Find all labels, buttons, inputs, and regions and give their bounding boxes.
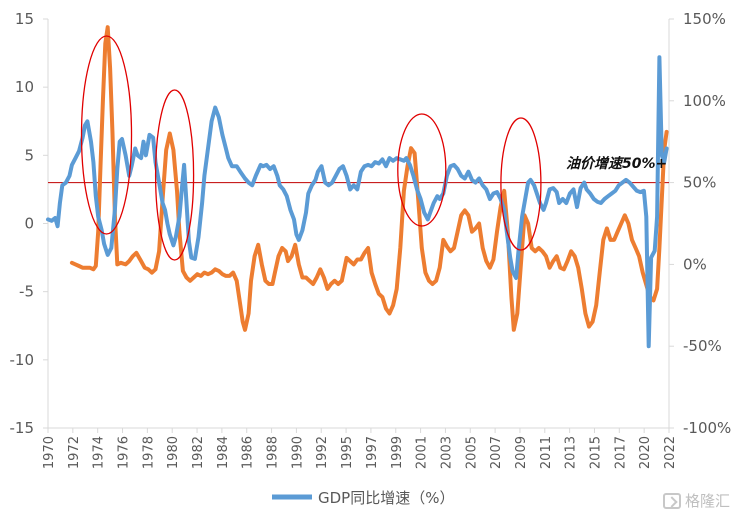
x-tick-label: 1976 xyxy=(117,436,132,469)
gdp-growth-line xyxy=(46,55,669,349)
highlight-ellipse xyxy=(154,89,195,261)
x-tick-label: 1990 xyxy=(290,436,305,469)
highlight-circles xyxy=(80,35,542,261)
right-tick-label: 0% xyxy=(683,255,707,273)
right-axis-ticks: 150% 100% 50% 0% -50% -100% xyxy=(669,10,731,437)
watermark: 格隆汇 xyxy=(662,490,730,511)
x-tick-label: 1978 xyxy=(141,436,156,469)
x-axis-ticks: 1970 1972 1974 1976 1978 1980 1982 1984 1986 1988… xyxy=(42,428,678,469)
x-tick-label: 1970 xyxy=(42,436,57,469)
x-tick-label: 2001 xyxy=(415,436,430,469)
x-tick-label: 1984 xyxy=(216,436,231,469)
x-tick-label: 2011 xyxy=(539,436,554,469)
oil-price-growth-line xyxy=(69,25,669,332)
left-tick-label: 5 xyxy=(24,146,34,164)
left-axis-ticks: 15 10 5 0 -5 -10 -15 xyxy=(10,10,48,437)
left-tick-label: 10 xyxy=(15,78,34,96)
x-tick-label: 2009 xyxy=(514,436,529,469)
x-tick-label: 1974 xyxy=(92,436,107,469)
legend: GDP同比增速（%） xyxy=(272,489,454,507)
x-tick-label: 1988 xyxy=(266,436,281,469)
watermark-text: 格隆汇 xyxy=(684,492,730,510)
x-tick-label: 1982 xyxy=(191,436,206,469)
x-tick-label: 2017 xyxy=(613,436,628,469)
x-tick-label: 2005 xyxy=(464,436,479,469)
x-tick-label: 2013 xyxy=(564,436,579,469)
right-tick-label: -100% xyxy=(683,419,731,437)
left-tick-label: 15 xyxy=(15,10,34,28)
x-tick-label: 2003 xyxy=(439,436,454,469)
x-tick-label: 1995 xyxy=(340,436,355,469)
highlight-ellipse xyxy=(500,117,542,251)
series-layer xyxy=(46,25,669,349)
legend-label: GDP同比增速（%） xyxy=(318,489,454,507)
left-tick-label: 0 xyxy=(24,215,34,233)
x-tick-label: 2015 xyxy=(588,436,603,469)
left-tick-label: -10 xyxy=(10,351,35,369)
logo-icon xyxy=(662,492,681,509)
x-tick-label: 2022 xyxy=(663,436,678,469)
oil-growth-annotation: 油价增速50%+ xyxy=(566,155,667,172)
x-tick-label: 1972 xyxy=(67,436,82,469)
highlight-ellipse xyxy=(397,113,447,227)
right-tick-label: 150% xyxy=(683,10,726,28)
x-tick-label: 1999 xyxy=(390,436,405,469)
right-tick-label: -50% xyxy=(683,337,722,355)
highlight-ellipse xyxy=(80,35,133,235)
x-tick-label: 1997 xyxy=(365,436,380,469)
x-tick-label: 2007 xyxy=(489,436,504,469)
x-tick-label: 1980 xyxy=(166,436,181,469)
x-tick-label: 2020 xyxy=(638,436,653,469)
x-tick-label: 1992 xyxy=(315,436,330,469)
x-tick-label: 1986 xyxy=(241,436,256,469)
right-tick-label: 50% xyxy=(683,174,716,192)
left-tick-label: -15 xyxy=(10,419,35,437)
left-tick-label: -5 xyxy=(19,283,34,301)
right-tick-label: 100% xyxy=(683,92,726,110)
